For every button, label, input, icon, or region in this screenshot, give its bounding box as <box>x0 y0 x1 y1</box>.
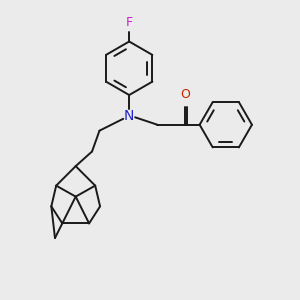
Text: N: N <box>124 109 134 123</box>
Text: F: F <box>126 16 133 29</box>
Text: O: O <box>181 88 190 101</box>
